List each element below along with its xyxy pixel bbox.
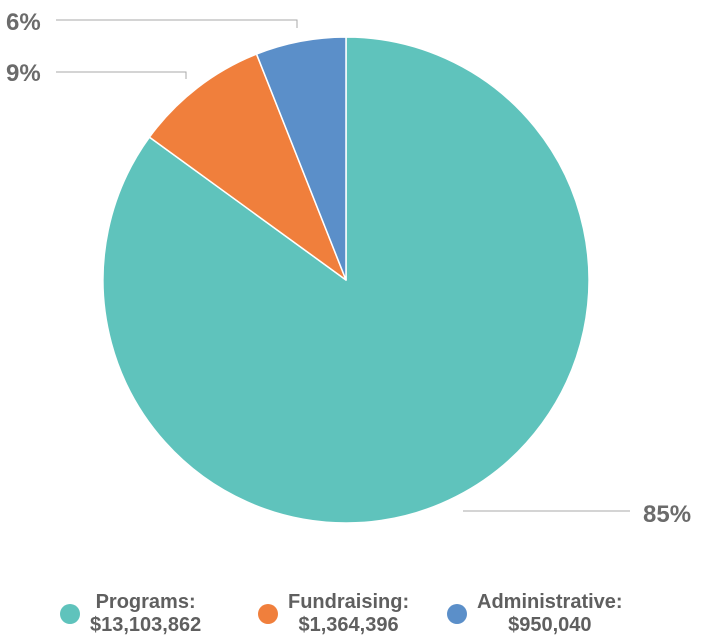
pie-slice-administrative (255, 36, 347, 281)
legend-text-administrative: Administrative: $950,040 (477, 591, 623, 637)
legend-swatch-programs (60, 604, 80, 624)
legend-item-programs: Programs: $13,103,862 (60, 590, 201, 638)
leader-line-fundraising (56, 71, 187, 79)
legend-label-administrative: Administrative: (477, 591, 623, 613)
chart-legend: Programs: $13,103,862 Fundraising: $1,36… (0, 590, 701, 638)
pie-slice-fundraising (148, 53, 347, 281)
slice-value-label-programs: 85% (643, 501, 691, 528)
legend-text-fundraising: Fundraising: $1,364,396 (288, 591, 409, 637)
legend-swatch-fundraising (258, 604, 278, 624)
slice-value-label-administrative: 6% (6, 9, 41, 36)
legend-amount-programs: $13,103,862 (90, 614, 202, 636)
legend-text-programs: Programs: $13,103,862 (90, 591, 201, 637)
slice-value-label-fundraising: 9% (6, 60, 41, 87)
legend-label-programs: Programs: (95, 591, 196, 613)
leader-line-administrative (56, 19, 298, 28)
legend-amount-administrative: $950,040 (508, 614, 592, 636)
legend-amount-fundraising: $1,364,396 (298, 614, 399, 636)
legend-item-administrative: Administrative: $950,040 (447, 590, 623, 638)
legend-item-fundraising: Fundraising: $1,364,396 (258, 590, 409, 638)
legend-label-fundraising: Fundraising: (288, 591, 410, 613)
legend-swatch-administrative (447, 604, 467, 624)
